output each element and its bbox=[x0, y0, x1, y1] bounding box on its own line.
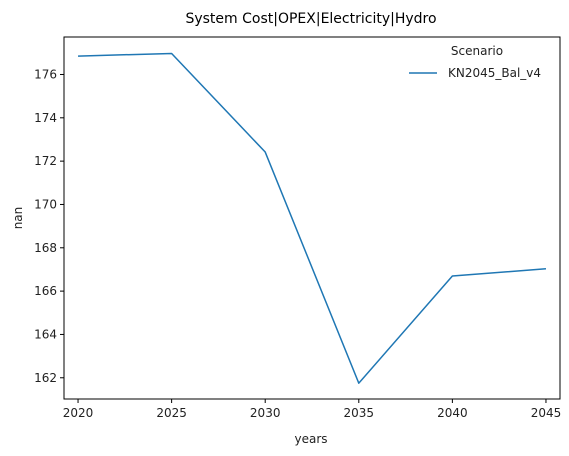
series-line-kn2045-bal-v4 bbox=[78, 52, 547, 384]
x-tick-label: 2025 bbox=[156, 406, 187, 420]
y-axis-label: nan bbox=[11, 207, 25, 230]
legend-title: Scenario bbox=[451, 44, 503, 58]
x-tick-label: 2040 bbox=[437, 406, 468, 420]
x-axis-label: years bbox=[294, 432, 327, 446]
x-tick-label: 2030 bbox=[250, 406, 281, 420]
plot-frame bbox=[63, 36, 561, 400]
x-tick-label: 2045 bbox=[531, 406, 562, 420]
y-tick-label: 174 bbox=[34, 111, 57, 125]
plot-area bbox=[78, 52, 547, 384]
y-tick-label: 172 bbox=[34, 154, 57, 168]
y-tick-label: 168 bbox=[34, 241, 57, 255]
y-tick-label: 166 bbox=[34, 284, 57, 298]
y-tick-label: 170 bbox=[34, 197, 57, 211]
legend-label-kn2045-bal-v4: KN2045_Bal_v4 bbox=[448, 66, 541, 80]
x-tick-label: 2035 bbox=[344, 406, 375, 420]
x-axis: 2020 2025 2030 2035 2040 2045 bbox=[63, 399, 561, 420]
legend: Scenario KN2045_Bal_v4 bbox=[409, 44, 541, 80]
y-tick-label: 164 bbox=[34, 327, 57, 341]
y-tick-label: 162 bbox=[34, 371, 57, 385]
chart-title: System Cost|OPEX|Electricity|Hydro bbox=[185, 11, 436, 27]
x-tick-label: 2020 bbox=[63, 406, 94, 420]
y-axis: 162 164 166 168 170 172 174 176 bbox=[34, 67, 64, 385]
y-tick-label: 176 bbox=[34, 67, 57, 81]
